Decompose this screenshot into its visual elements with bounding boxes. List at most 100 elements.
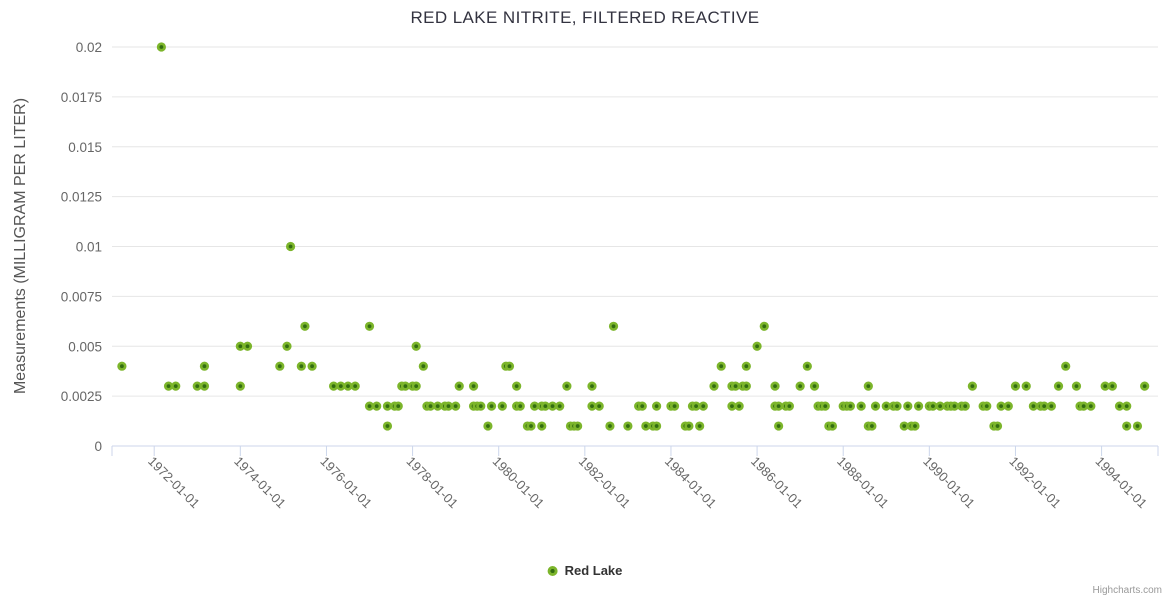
data-point[interactable] [1010, 381, 1021, 391]
data-point[interactable] [684, 421, 694, 431]
data-point[interactable] [867, 421, 877, 431]
data-point[interactable] [845, 401, 855, 411]
data-point[interactable] [282, 341, 292, 351]
legend-item-red-lake[interactable]: Red Lake [547, 563, 622, 578]
data-point[interactable] [774, 401, 784, 411]
data-point[interactable] [285, 241, 296, 252]
data-point[interactable] [350, 381, 360, 391]
data-point[interactable] [343, 381, 353, 391]
data-point[interactable] [856, 401, 866, 411]
data-point[interactable] [774, 421, 784, 431]
data-point[interactable] [881, 401, 891, 411]
data-point[interactable] [1039, 401, 1049, 411]
data-point[interactable] [892, 401, 902, 411]
data-point[interactable] [400, 381, 411, 391]
data-point[interactable] [275, 361, 285, 371]
data-point[interactable] [809, 381, 820, 391]
data-point[interactable] [364, 401, 375, 411]
data-point[interactable] [652, 421, 662, 431]
data-point[interactable] [486, 401, 497, 411]
data-point[interactable] [307, 361, 317, 371]
data-point[interactable] [483, 421, 493, 431]
data-point[interactable] [235, 381, 245, 391]
data-point[interactable] [199, 361, 210, 371]
data-point[interactable] [199, 381, 210, 391]
data-point[interactable] [393, 401, 403, 411]
data-point[interactable] [608, 321, 619, 331]
data-point[interactable] [587, 401, 597, 411]
data-point[interactable] [1061, 361, 1071, 371]
highcharts-credits-link[interactable]: Highcharts.com [1092, 585, 1162, 596]
data-point[interactable] [1079, 401, 1089, 411]
data-point[interactable] [669, 401, 680, 411]
data-point[interactable] [870, 401, 881, 411]
data-point[interactable] [594, 401, 604, 411]
data-point[interactable] [433, 401, 443, 411]
data-point[interactable] [372, 401, 382, 411]
data-point[interactable] [637, 401, 647, 411]
data-point[interactable] [863, 381, 873, 391]
data-point[interactable] [529, 401, 540, 411]
data-point[interactable] [117, 361, 127, 371]
data-point[interactable] [1053, 381, 1064, 391]
data-point[interactable] [727, 401, 737, 411]
data-point[interactable] [411, 341, 421, 351]
data-point[interactable] [770, 381, 780, 391]
data-point[interactable] [537, 421, 547, 431]
data-point[interactable] [382, 421, 393, 431]
data-point[interactable] [562, 381, 572, 391]
data-point[interactable] [171, 381, 181, 391]
data-point[interactable] [336, 381, 346, 391]
data-point[interactable] [235, 341, 245, 351]
data-point[interactable] [691, 401, 701, 411]
data-point[interactable] [504, 361, 515, 371]
data-point[interactable] [497, 401, 507, 411]
data-point[interactable] [1071, 381, 1082, 391]
data-point[interactable] [784, 401, 794, 411]
data-point[interactable] [526, 421, 536, 431]
data-point[interactable] [695, 421, 705, 431]
data-point[interactable] [996, 401, 1006, 411]
data-point[interactable] [1114, 401, 1125, 411]
data-point[interactable] [752, 341, 762, 351]
data-point[interactable] [1021, 381, 1031, 391]
data-point[interactable] [716, 361, 726, 371]
data-point[interactable] [623, 421, 633, 431]
data-point[interactable] [451, 401, 461, 411]
data-point[interactable] [573, 421, 583, 431]
data-point[interactable] [827, 421, 838, 431]
data-point[interactable] [734, 401, 744, 411]
data-point[interactable] [820, 401, 830, 411]
data-point[interactable] [382, 401, 393, 411]
data-point[interactable] [329, 381, 339, 391]
data-point[interactable] [1107, 381, 1117, 391]
data-point[interactable] [1046, 401, 1056, 411]
data-point[interactable] [411, 381, 421, 391]
data-point[interactable] [1122, 401, 1132, 411]
data-point[interactable] [163, 381, 174, 391]
data-point[interactable] [960, 401, 970, 411]
data-point[interactable] [296, 361, 306, 371]
data-point[interactable] [730, 381, 741, 391]
data-point[interactable] [540, 401, 550, 411]
data-point[interactable] [605, 421, 615, 431]
data-point[interactable] [425, 401, 436, 411]
data-point[interactable] [547, 401, 558, 411]
data-point[interactable] [515, 401, 525, 411]
data-point[interactable] [1140, 381, 1150, 391]
data-point[interactable] [418, 361, 428, 371]
data-point[interactable] [935, 401, 945, 411]
data-point[interactable] [156, 42, 166, 52]
data-point[interactable] [242, 341, 253, 351]
data-point[interactable] [300, 321, 310, 331]
data-point[interactable] [1086, 401, 1096, 411]
data-point[interactable] [443, 401, 454, 411]
data-point[interactable] [982, 401, 992, 411]
data-point[interactable] [512, 381, 522, 391]
data-point[interactable] [1028, 401, 1039, 411]
data-point[interactable] [476, 401, 486, 411]
data-point[interactable] [587, 381, 597, 391]
data-point[interactable] [949, 401, 960, 411]
data-point[interactable] [1122, 421, 1132, 431]
data-point[interactable] [903, 401, 913, 411]
